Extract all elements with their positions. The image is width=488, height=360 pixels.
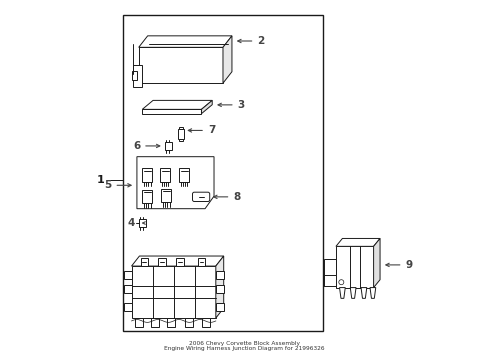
Polygon shape [223, 36, 231, 83]
Bar [139, 220, 145, 226]
Bar [151, 318, 159, 327]
Bar [142, 168, 152, 182]
Bar [160, 168, 170, 182]
Bar [123, 285, 131, 293]
Polygon shape [335, 238, 379, 246]
Bar [135, 318, 142, 327]
Text: 5: 5 [104, 180, 111, 190]
Bar [158, 258, 165, 266]
Polygon shape [339, 288, 345, 298]
Bar [179, 139, 183, 141]
Polygon shape [131, 256, 223, 266]
Polygon shape [369, 288, 375, 298]
Bar [215, 271, 223, 279]
Bar [123, 303, 131, 311]
Bar [140, 258, 147, 266]
Bar [215, 285, 223, 293]
Bar [178, 129, 183, 139]
Text: 2: 2 [257, 36, 264, 46]
Text: Engine Wiring Harness Junction Diagram for 21996326: Engine Wiring Harness Junction Diagram f… [164, 346, 324, 351]
Polygon shape [142, 100, 212, 109]
Polygon shape [137, 157, 214, 209]
Bar [131, 266, 215, 318]
Bar [202, 318, 209, 327]
Bar [215, 303, 223, 311]
Text: 8: 8 [233, 192, 240, 202]
Bar [176, 258, 183, 266]
Bar [142, 109, 201, 114]
Bar [198, 258, 204, 266]
Text: 7: 7 [207, 125, 215, 135]
Text: 6: 6 [133, 141, 140, 151]
Bar [139, 47, 223, 83]
Text: 4: 4 [127, 218, 135, 228]
Text: 3: 3 [237, 100, 244, 110]
Bar [184, 318, 192, 327]
Bar [179, 168, 189, 182]
Bar [164, 142, 172, 149]
Polygon shape [373, 238, 379, 288]
Bar [324, 259, 335, 275]
Text: 1: 1 [97, 175, 104, 185]
Polygon shape [201, 100, 212, 114]
Bar [123, 271, 131, 279]
Text: 2006 Chevy Corvette Block Assembly: 2006 Chevy Corvette Block Assembly [189, 341, 299, 346]
Bar [122, 15, 323, 330]
Bar [161, 189, 171, 202]
FancyBboxPatch shape [192, 192, 209, 202]
Polygon shape [139, 36, 231, 47]
Bar [335, 246, 373, 288]
Polygon shape [360, 288, 366, 298]
Bar [142, 190, 152, 203]
Text: 9: 9 [405, 260, 412, 270]
Bar [133, 65, 142, 87]
Polygon shape [349, 288, 355, 298]
Bar [179, 127, 183, 129]
Polygon shape [215, 256, 223, 318]
Bar [131, 71, 137, 80]
Bar [167, 318, 175, 327]
